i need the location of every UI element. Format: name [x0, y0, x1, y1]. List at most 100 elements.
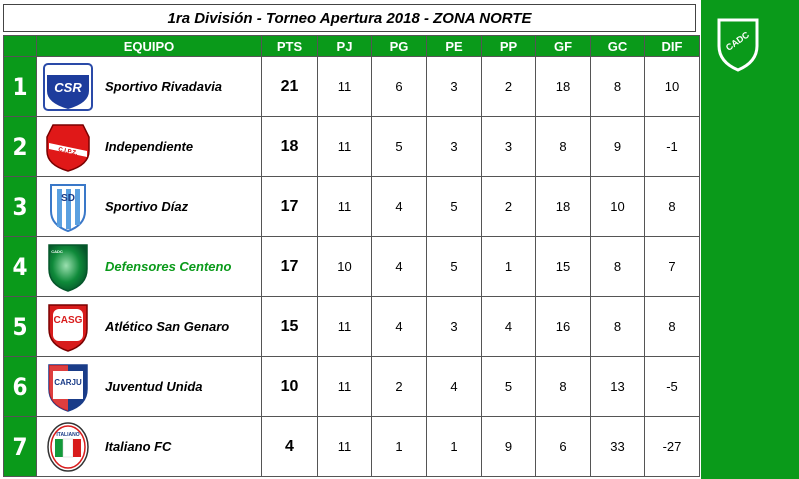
dif-cell: -5 — [644, 356, 700, 417]
standings-table: EQUIPO PTS PJ PG PE PP GF GC DIF 1 — [3, 35, 700, 477]
svg-text:ITALIANO: ITALIANO — [56, 432, 79, 438]
team-name: Defensores Centeno — [105, 259, 232, 274]
pg-cell: 4 — [371, 236, 427, 297]
pts-cell: 21 — [261, 56, 318, 117]
position-cell: 1 — [3, 56, 37, 117]
position-cell: 3 — [3, 176, 37, 237]
gc-cell: 8 — [590, 56, 645, 117]
dif-cell: 7 — [644, 236, 700, 297]
table-row: 2 C.I.P.Z. Independiente 18 11 5 3 3 — [3, 116, 700, 177]
header-pp: PP — [481, 35, 536, 57]
crest-sd-icon: SD — [50, 183, 86, 232]
pg-cell: 1 — [371, 416, 427, 477]
gf-cell: 16 — [535, 296, 591, 357]
svg-text:C.I.P.Z.: C.I.P.Z. — [58, 147, 79, 157]
pe-cell: 3 — [426, 296, 482, 357]
pg-cell: 4 — [371, 296, 427, 357]
pe-cell: 3 — [426, 56, 482, 117]
side-panel: CADC — [701, 0, 799, 479]
pj-cell: 10 — [317, 236, 372, 297]
crest-italiano-icon: ITALIANO — [47, 421, 89, 472]
gc-cell: 10 — [590, 176, 645, 237]
dif-cell: 10 — [644, 56, 700, 117]
pg-cell: 5 — [371, 116, 427, 177]
team-name: Atlético San Genaro — [105, 319, 230, 334]
pj-cell: 11 — [317, 116, 372, 177]
team-cell: SD Sportivo Díaz — [36, 176, 262, 237]
team-cell: C.I.P.Z. Independiente — [36, 116, 262, 177]
header-row: EQUIPO PTS PJ PG PE PP GF GC DIF — [3, 35, 700, 57]
header-pg: PG — [371, 35, 427, 57]
table-row: 6 CARJU Juventud Unida 10 11 — [3, 356, 700, 417]
team-cell: CADC Defensores Centeno — [36, 236, 262, 297]
position-cell: 5 — [3, 296, 37, 357]
crest-independiente-icon: C.I.P.Z. — [46, 123, 90, 172]
table-row: 5 CASG Atlético San Genaro 15 11 4 3 4 — [3, 296, 700, 357]
pp-cell: 2 — [481, 56, 536, 117]
pts-cell: 10 — [261, 356, 318, 417]
svg-text:CASG: CASG — [54, 315, 83, 326]
svg-text:CARJU: CARJU — [54, 378, 82, 387]
dif-cell: 8 — [644, 296, 700, 357]
pp-cell: 2 — [481, 176, 536, 237]
gc-cell: 8 — [590, 236, 645, 297]
position-cell: 2 — [3, 116, 37, 177]
team-cell: CSR Sportivo Rivadavia — [36, 56, 262, 117]
pj-cell: 11 — [317, 416, 372, 477]
gf-cell: 6 — [535, 416, 591, 477]
gc-cell: 9 — [590, 116, 645, 177]
header-gc: GC — [590, 35, 645, 57]
team-cell: CARJU Juventud Unida — [36, 356, 262, 417]
header-pts: PTS — [261, 35, 318, 57]
header-pos — [3, 35, 37, 57]
pts-cell: 4 — [261, 416, 318, 477]
pe-cell: 3 — [426, 116, 482, 177]
pe-cell: 4 — [426, 356, 482, 417]
team-name: Juventud Unida — [105, 379, 203, 394]
svg-text:SD: SD — [61, 193, 75, 204]
team-name: Independiente — [105, 139, 194, 154]
table-row: 7 ITALIANO Italiano FC 4 — [3, 416, 700, 477]
pts-cell: 15 — [261, 296, 318, 357]
table-row: 4 CADC — [3, 236, 700, 297]
gf-cell: 8 — [535, 116, 591, 177]
team-cell: ITALIANO Italiano FC — [36, 416, 262, 477]
pts-cell: 17 — [261, 236, 318, 297]
header-equipo: EQUIPO — [36, 35, 262, 57]
gc-cell: 8 — [590, 296, 645, 357]
position-cell: 4 — [3, 236, 37, 297]
header-gf: GF — [535, 35, 591, 57]
pg-cell: 2 — [371, 356, 427, 417]
pp-cell: 1 — [481, 236, 536, 297]
dif-cell: 8 — [644, 176, 700, 237]
dif-cell: -1 — [644, 116, 700, 177]
gc-cell: 13 — [590, 356, 645, 417]
pj-cell: 11 — [317, 356, 372, 417]
crest-casg-icon: CASG — [48, 303, 88, 352]
team-name: Sportivo Rivadavia — [105, 79, 223, 94]
gf-cell: 18 — [535, 56, 591, 117]
pp-cell: 3 — [481, 116, 536, 177]
header-dif: DIF — [644, 35, 700, 57]
gf-cell: 18 — [535, 176, 591, 237]
dif-cell: -27 — [644, 416, 700, 477]
position-cell: 6 — [3, 356, 37, 417]
table-row: 1 CSR Sportivo Rivadavia 21 11 6 3 2 — [3, 56, 700, 117]
svg-text:CSR: CSR — [54, 80, 82, 95]
team-name: Sportivo Díaz — [105, 199, 189, 214]
pe-cell: 5 — [426, 236, 482, 297]
pp-cell: 9 — [481, 416, 536, 477]
pts-cell: 18 — [261, 116, 318, 177]
crest-carju-icon: CARJU — [48, 363, 88, 412]
svg-text:CADC: CADC — [724, 29, 751, 52]
pe-cell: 1 — [426, 416, 482, 477]
team-name: Italiano FC — [105, 439, 172, 454]
header-pe: PE — [426, 35, 482, 57]
header-pj: PJ — [317, 35, 372, 57]
pj-cell: 11 — [317, 296, 372, 357]
table-title: 1ra División - Torneo Apertura 2018 - ZO… — [3, 4, 696, 32]
crest-csr-icon: CSR — [43, 62, 93, 111]
position-cell: 7 — [3, 416, 37, 477]
team-cell: CASG Atlético San Genaro — [36, 296, 262, 357]
